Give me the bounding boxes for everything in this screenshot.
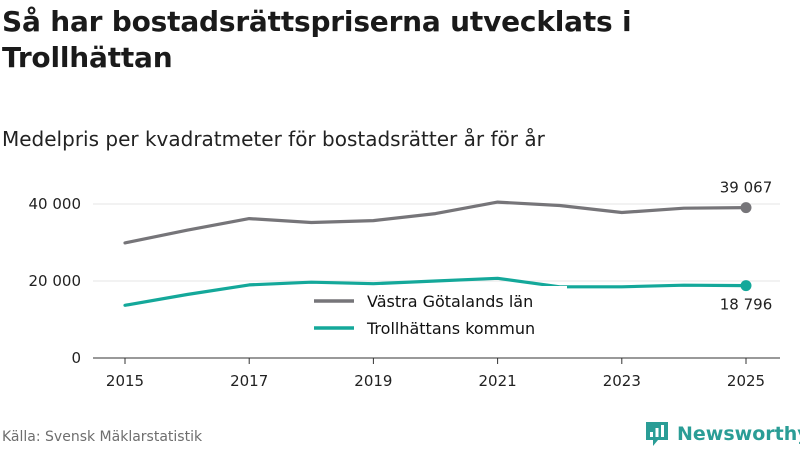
data-label: 39 067 [720,179,773,197]
brand-logo: Newsworthy [644,419,800,449]
legend-background [305,286,567,340]
source-note: Källa: Svensk Mäklarstatistik [2,429,203,445]
x-tick-label: 2023 [603,372,641,390]
series-line-1 [123,276,748,307]
brand-name: Newsworthy [677,423,800,445]
chart-title: Så har bostadsrättspriserna utvecklats i… [2,5,632,74]
legend-label: Trollhättans kommun [366,319,535,338]
y-tick-label: 0 [71,349,81,367]
legend-label: Västra Götalands län [367,292,533,311]
chart-subtitle: Medelpris per kvadratmeter för bostadsrä… [2,127,545,151]
series-end-point [740,280,752,292]
y-tick-label: 40 000 [29,195,82,213]
newsworthy-logo-icon [646,422,668,446]
y-tick-label: 20 000 [29,272,82,290]
x-tick-label: 2025 [727,372,765,390]
x-tick-label: 2017 [230,372,268,390]
x-tick-label: 2019 [354,372,392,390]
series-end-point [740,202,752,214]
series-line-0 [123,200,748,245]
x-tick-label: 2015 [106,372,144,390]
x-tick-label: 2021 [479,372,517,390]
data-label: 18 796 [720,296,773,314]
